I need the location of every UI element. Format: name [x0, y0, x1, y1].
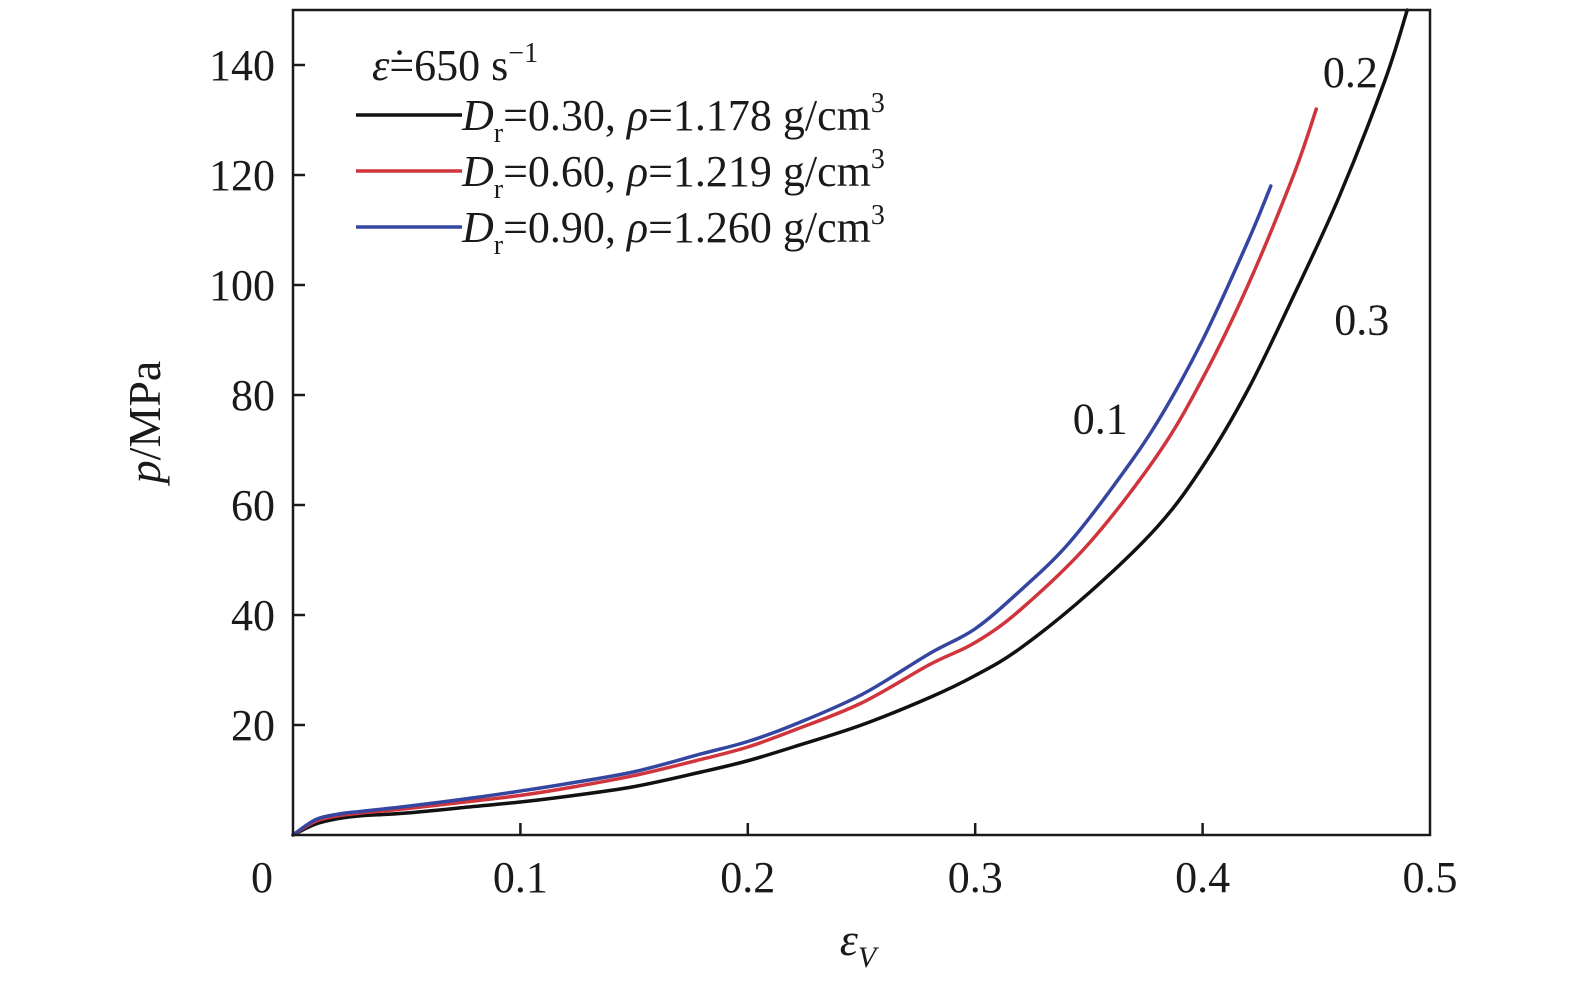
grid-and-ticks: 0 0.1 0.2 0.3 0.4 0.5 20 40 60 80 100 120 140: [209, 41, 1458, 902]
x-tick-label-5: 0.5: [1403, 853, 1458, 902]
y-axis-title: p/MPa: [119, 361, 170, 487]
legend-entry-0-rho: ρ: [625, 91, 648, 140]
x-axis-title: εV: [840, 914, 880, 974]
x-tick-label-0: 0: [251, 853, 273, 902]
legend-entry-0-text: =0.30,: [503, 91, 627, 140]
plot-frame: [291, 8, 1432, 837]
y-tick-label-2: 60: [231, 481, 275, 530]
legend-entry-1-sup: 3: [871, 144, 885, 175]
legend-header-sup: −1: [508, 38, 538, 69]
y-tick-label-3: 80: [231, 371, 275, 420]
legend-entry-1-text2: =1.219 g/cm: [648, 147, 871, 196]
legend-entry-2-sup: 3: [871, 200, 885, 231]
y-tick-label-6: 140: [209, 41, 275, 90]
y-tick-label-0: 20: [231, 701, 275, 750]
x-tick-label-4: 0.4: [1175, 853, 1230, 902]
legend-entry-2-rho: ρ: [625, 203, 648, 252]
legend-entry-1: Dr=0.60, ρ=1.219 g/cm3: [461, 144, 885, 205]
series-line-0: [291, 8, 1410, 837]
legend-entry-2-text2: =1.260 g/cm: [648, 203, 871, 252]
annotation-2: 0.3: [1334, 296, 1389, 345]
y-axis-title-italic: p: [119, 460, 170, 486]
x-tick-label-1: 0.1: [493, 853, 548, 902]
legend-entry-1-text: =0.60,: [503, 147, 627, 196]
annotation-0: 0.1: [1073, 395, 1128, 444]
series-layer: [291, 8, 1410, 837]
legend-entry-1-sub: r: [494, 174, 504, 205]
legend-header-text: =650 s: [389, 41, 508, 90]
legend-entry-1-rho: ρ: [625, 147, 648, 196]
legend-entry-0-sub: r: [494, 118, 504, 149]
legend-entry-2: Dr=0.90, ρ=1.260 g/cm3: [461, 200, 885, 261]
x-tick-label-3: 0.3: [948, 853, 1003, 902]
series-line-2: [291, 184, 1273, 837]
legend: ε̇=650 s−1 Dr=0.30, ρ=1.178 g/cm3 Dr=0.6…: [356, 38, 885, 261]
legend-entry-0-text2: =1.178 g/cm: [648, 91, 871, 140]
legend-entry-2-d: D: [461, 203, 494, 252]
series-line-1: [291, 107, 1319, 837]
y-tick-label-1: 40: [231, 591, 275, 640]
annotations: 0.1 0.2 0.3: [1073, 48, 1390, 444]
x-axis-title-main: ε: [840, 914, 859, 965]
y-tick-label-5: 120: [209, 151, 275, 200]
legend-entry-1-d: D: [461, 147, 494, 196]
legend-entry-2-text: =0.90,: [503, 203, 627, 252]
y-axis-title-rest: /MPa: [119, 361, 170, 461]
y-tick-label-4: 100: [209, 261, 275, 310]
legend-entry-0-d: D: [461, 91, 494, 140]
legend-header: ε̇=650 s−1: [372, 38, 538, 90]
annotation-1: 0.2: [1323, 48, 1378, 97]
legend-entry-2-sub: r: [494, 230, 504, 261]
x-tick-label-2: 0.2: [720, 853, 775, 902]
x-axis-title-sub: V: [858, 941, 880, 974]
legend-entry-0-sup: 3: [871, 88, 885, 119]
legend-entry-0: Dr=0.30, ρ=1.178 g/cm3: [461, 88, 885, 149]
